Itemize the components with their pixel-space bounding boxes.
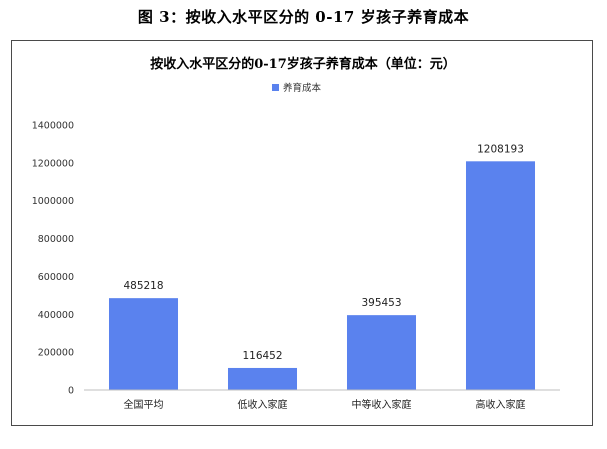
bar: [108, 298, 179, 390]
legend: 养育成本: [272, 82, 322, 94]
x-axis: 全国平均 低收入家庭 中等收入家庭 高收入家庭: [124, 398, 526, 411]
y-axis: 0 200000 400000 600000 800000 1000000 1200000 1…: [32, 121, 74, 397]
bar-value-label: 395453: [361, 297, 401, 309]
y-tick-label: 400000: [38, 310, 74, 321]
y-tick-label: 0: [68, 386, 74, 397]
legend-swatch: [272, 84, 279, 91]
y-tick-label: 200000: [38, 348, 74, 359]
legend-label: 养育成本: [283, 82, 322, 94]
x-category-label: 全国平均: [124, 398, 164, 411]
bar: [227, 367, 298, 390]
y-tick-label: 1000000: [32, 196, 74, 207]
y-tick-label: 800000: [38, 234, 74, 245]
bar-value-label: 485218: [123, 280, 163, 292]
bar-value-label: 1208193: [477, 143, 524, 155]
chart-title: 按收入水平区分的0-17岁孩子养育成本（单位：元）: [150, 56, 456, 72]
x-category-label: 高收入家庭: [476, 398, 526, 411]
bar: [346, 315, 417, 390]
x-category-label: 低收入家庭: [238, 398, 288, 411]
y-tick-label: 1200000: [32, 158, 74, 169]
bars: 485218 116452 395453 1208193: [108, 143, 536, 390]
figure-caption: 图 3：按收入水平区分的 0-17 岁孩子养育成本: [137, 8, 470, 26]
y-tick-label: 1400000: [32, 121, 74, 132]
bar-value-label: 116452: [242, 350, 282, 362]
bar: [465, 161, 536, 390]
y-tick-label: 600000: [38, 272, 74, 283]
x-category-label: 中等收入家庭: [352, 398, 412, 411]
